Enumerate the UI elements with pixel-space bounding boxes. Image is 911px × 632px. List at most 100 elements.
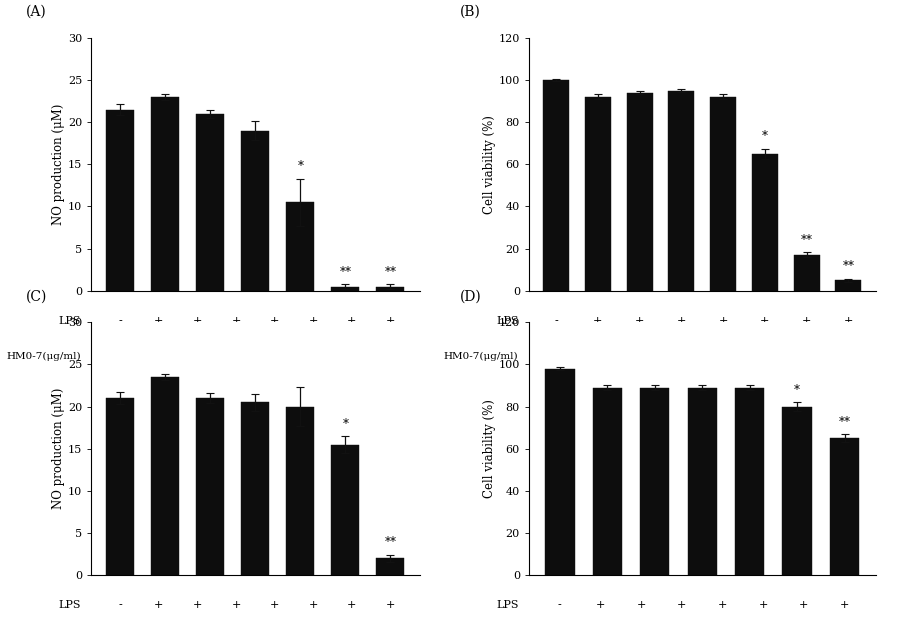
Text: -: - — [554, 351, 558, 362]
Text: +: + — [347, 600, 356, 611]
Text: -: - — [595, 351, 599, 362]
Text: +: + — [231, 316, 241, 326]
Text: +: + — [385, 600, 394, 611]
Bar — [782, 406, 811, 575]
Bar — [151, 377, 179, 575]
Bar — [710, 97, 735, 291]
Text: *: * — [761, 130, 767, 143]
Text: +: + — [760, 316, 769, 326]
Y-axis label: NO production (μM): NO production (μM) — [52, 388, 65, 509]
Bar — [376, 286, 404, 291]
Bar — [584, 97, 610, 291]
Text: +: + — [634, 316, 643, 326]
Text: HM0-7(μg/ml): HM0-7(μg/ml) — [444, 352, 518, 361]
Bar — [331, 286, 359, 291]
Bar — [793, 255, 819, 291]
Text: (B): (B) — [459, 5, 480, 19]
Bar — [545, 368, 574, 575]
Bar — [640, 387, 669, 575]
Text: +: + — [192, 316, 202, 326]
Bar — [734, 387, 763, 575]
Bar — [151, 97, 179, 291]
Text: 500: 500 — [837, 351, 858, 362]
Text: +: + — [270, 316, 279, 326]
Text: +: + — [308, 600, 318, 611]
Text: +: + — [718, 316, 727, 326]
Text: (A): (A) — [26, 5, 46, 19]
Bar — [834, 280, 860, 291]
Text: 31: 31 — [229, 351, 243, 362]
Y-axis label: Cell viability (%): Cell viability (%) — [482, 399, 496, 498]
Text: 500: 500 — [379, 351, 401, 362]
Text: 62: 62 — [267, 351, 281, 362]
Text: +: + — [270, 600, 279, 611]
Bar — [543, 80, 568, 291]
Bar — [107, 109, 134, 291]
Text: -: - — [157, 351, 160, 362]
Bar — [592, 387, 621, 575]
Text: -: - — [118, 351, 122, 362]
Y-axis label: NO production (μM): NO production (μM) — [52, 104, 65, 225]
Text: +: + — [595, 600, 605, 611]
Text: +: + — [192, 600, 202, 611]
Text: +: + — [758, 600, 767, 611]
Bar — [668, 90, 693, 291]
Bar — [241, 131, 269, 291]
Text: 125: 125 — [302, 351, 323, 362]
Text: *: * — [342, 418, 348, 430]
Text: +: + — [676, 316, 685, 326]
Text: **: ** — [384, 266, 396, 279]
Text: LPS: LPS — [496, 316, 518, 326]
Bar — [286, 202, 314, 291]
Text: 250: 250 — [795, 351, 816, 362]
Text: (C): (C) — [26, 289, 46, 303]
Text: -: - — [118, 600, 122, 611]
Text: 250: 250 — [341, 351, 362, 362]
Text: +: + — [154, 600, 163, 611]
Text: +: + — [154, 316, 163, 326]
Text: +: + — [839, 600, 848, 611]
Text: 31: 31 — [673, 351, 688, 362]
Bar — [331, 444, 359, 575]
Text: +: + — [385, 316, 394, 326]
Text: 125: 125 — [753, 351, 774, 362]
Text: 62: 62 — [715, 351, 730, 362]
Bar — [107, 398, 134, 575]
Text: +: + — [798, 600, 808, 611]
Text: **: ** — [838, 416, 850, 429]
Text: +: + — [636, 600, 645, 611]
Bar — [751, 154, 777, 291]
Bar — [241, 403, 269, 575]
Text: LPS: LPS — [59, 600, 81, 611]
Text: LPS: LPS — [59, 316, 81, 326]
Bar — [286, 406, 314, 575]
Text: *: * — [793, 384, 799, 397]
Text: +: + — [347, 316, 356, 326]
Bar — [196, 114, 224, 291]
Bar — [687, 387, 716, 575]
Text: LPS: LPS — [496, 600, 518, 611]
Text: -: - — [558, 600, 561, 611]
Text: +: + — [308, 316, 318, 326]
Text: (D): (D) — [459, 289, 481, 303]
Text: -: - — [554, 316, 558, 326]
Text: **: ** — [800, 234, 812, 247]
Bar — [829, 438, 858, 575]
Text: HM0-7(μg/ml): HM0-7(μg/ml) — [6, 352, 81, 361]
Text: 15: 15 — [632, 351, 646, 362]
Text: +: + — [677, 600, 686, 611]
Text: +: + — [843, 316, 852, 326]
Text: +: + — [231, 600, 241, 611]
Text: **: ** — [842, 260, 854, 273]
Text: 15: 15 — [190, 351, 204, 362]
Bar — [376, 558, 404, 575]
Text: *: * — [297, 160, 303, 173]
Y-axis label: Cell viability (%): Cell viability (%) — [482, 115, 496, 214]
Text: +: + — [717, 600, 726, 611]
Text: +: + — [801, 316, 811, 326]
Bar — [196, 398, 224, 575]
Bar — [626, 93, 652, 291]
Text: +: + — [592, 316, 602, 326]
Text: -: - — [118, 316, 122, 326]
Text: **: ** — [384, 537, 396, 549]
